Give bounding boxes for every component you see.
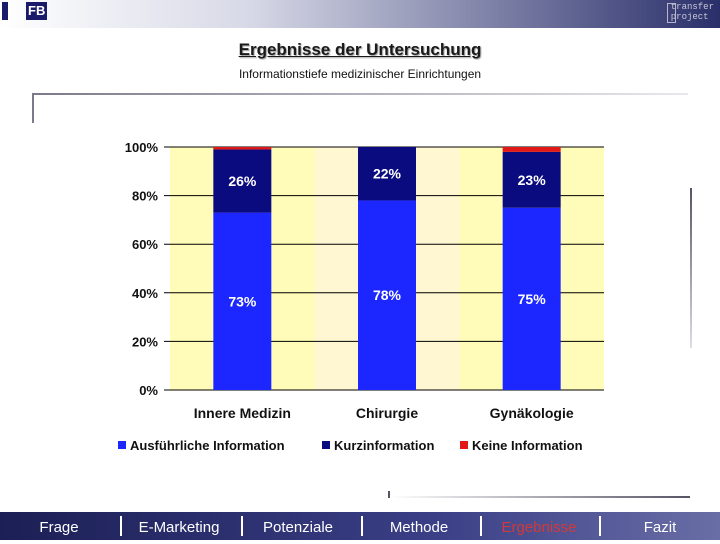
legend-swatch-2: [460, 441, 468, 449]
nav-item-e-marketing[interactable]: E-Marketing: [138, 519, 220, 536]
x-tick-label-1: Chirurgie: [356, 405, 418, 421]
nav-item-frage[interactable]: Frage: [39, 519, 79, 536]
nav-separator: [241, 516, 243, 536]
frame-line-top: [32, 93, 688, 95]
data-label-2-1: 23%: [518, 172, 547, 188]
nav-item-potenziale[interactable]: Potenziale: [262, 519, 334, 536]
bar-0-1: [213, 149, 272, 213]
nav-item-fazit[interactable]: Fazit: [643, 519, 677, 536]
nav-item-methode[interactable]: Methode: [389, 519, 449, 536]
y-tick-label-3: 60%: [132, 237, 158, 252]
data-label-0-0: 73%: [228, 293, 257, 309]
nav-separator: [480, 516, 482, 536]
logo-bar: [2, 2, 8, 20]
data-label-1-0: 78%: [373, 287, 402, 303]
y-tick-label-4: 80%: [132, 189, 158, 204]
y-tick-label-0: 0%: [139, 383, 158, 398]
legend-swatch-0: [118, 441, 126, 449]
frame-tick: [388, 491, 390, 498]
x-tick-label-0: Innere Medizin: [194, 405, 291, 421]
bar-2-2: [502, 147, 561, 152]
bar-2-1: [502, 151, 561, 208]
legend-swatch-1: [322, 441, 330, 449]
logo-right: transfer project: [666, 2, 714, 23]
y-tick-label-1: 20%: [132, 334, 158, 349]
x-tick-label-2: Gynäkologie: [490, 405, 574, 421]
data-label-0-1: 26%: [228, 173, 257, 189]
logo-left-text: FB: [26, 2, 48, 20]
y-tick-label-5: 100%: [125, 140, 159, 155]
frame-line-bottom: [390, 496, 690, 498]
stacked-bar-chart: 0% 20% 40% 60% 80% 100% 73% 26% Innere Medizin 78…: [118, 140, 604, 453]
frame-line-left: [32, 93, 34, 123]
page-title: Ergebnisse der Untersuchung: [238, 40, 482, 59]
page-subtitle: Informationstiefe medizinischer Einricht…: [238, 67, 482, 81]
legend-label-1: Kurzinformation: [334, 438, 434, 453]
logo-left: FB: [0, 0, 50, 22]
legend-label-2: Keine Information: [472, 438, 583, 453]
bar-0-0: [213, 212, 272, 390]
nav-item-ergebnisse[interactable]: Ergebnisse: [501, 519, 577, 536]
bar-2-0: [502, 207, 561, 390]
bar-1-1: [358, 147, 416, 201]
bar-1-0: [358, 200, 416, 390]
logo-right-box: [666, 3, 676, 23]
y-tick-label-2: 40%: [132, 286, 158, 301]
data-label-1-1: 22%: [373, 166, 402, 182]
frame-line-right: [690, 188, 692, 348]
logo-right-line1: transfer: [670, 2, 714, 12]
nav-separator: [361, 516, 363, 536]
nav-separator: [120, 516, 122, 536]
bottom-navigation: Frage E-Marketing Potenziale Methode Ergebni…: [0, 512, 720, 540]
bar-0-2: [213, 147, 272, 150]
data-label-2-0: 75%: [518, 291, 547, 307]
logo-right-line2: project: [670, 12, 709, 22]
nav-separator: [599, 516, 601, 536]
top-banner: FB transfer project: [0, 0, 720, 28]
legend-label-0: Ausführliche Information: [130, 438, 285, 453]
